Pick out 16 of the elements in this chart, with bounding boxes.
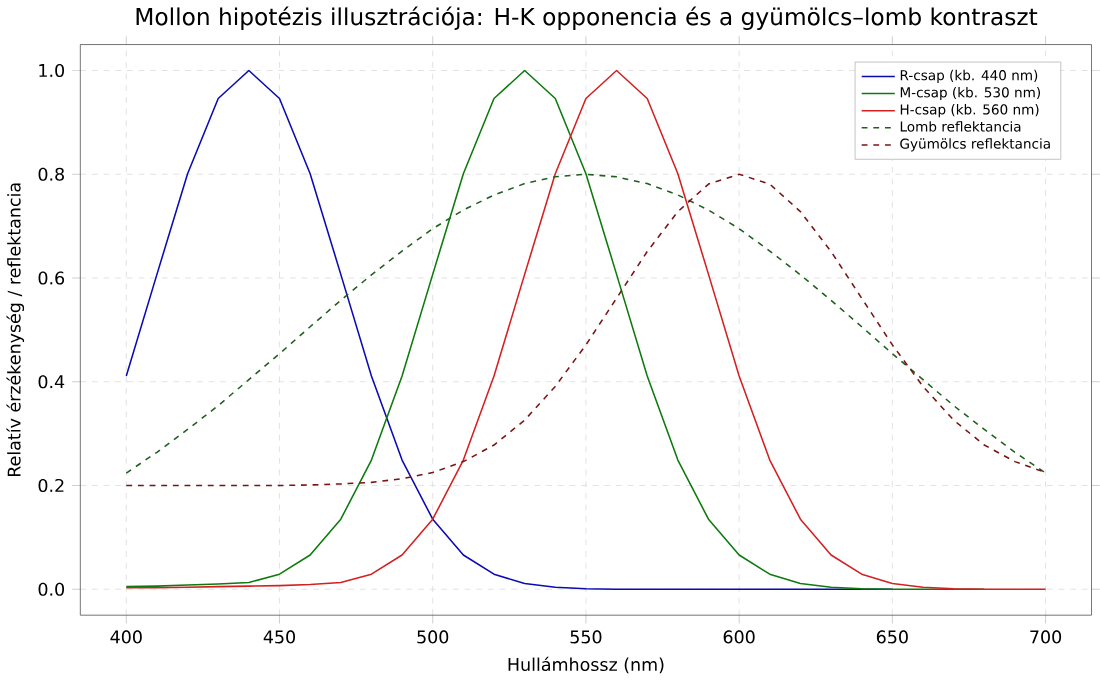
x-tick-label: 500 — [417, 630, 449, 644]
y-tick-label: 0.8 — [38, 167, 64, 182]
x-tick-label: 400 — [110, 630, 142, 644]
y-tick-label: 0.6 — [38, 271, 65, 285]
x-tick-label: 450 — [263, 630, 296, 644]
x-tick-label: 650 — [876, 630, 908, 644]
x-tick-label: 550 — [570, 630, 602, 644]
y-axis-title: Relatív érzékenység / reflektancia — [6, 183, 25, 477]
y-tick-label: 1.0 — [39, 64, 65, 78]
x-tick-label: 700 — [1030, 630, 1062, 644]
chart-title: Mollon hipotézis illusztrációja: H-K opponencia és a gyümölcs–lomb kontraszt — [136, 6, 1038, 31]
x-axis-title: Hullámhossz (nm) — [508, 657, 664, 674]
x-tick-label: 600 — [723, 630, 755, 644]
y-tick-label: 0.4 — [38, 375, 65, 389]
y-tick-label: 0.2 — [38, 479, 64, 493]
y-tick-label: 0.0 — [38, 582, 65, 597]
